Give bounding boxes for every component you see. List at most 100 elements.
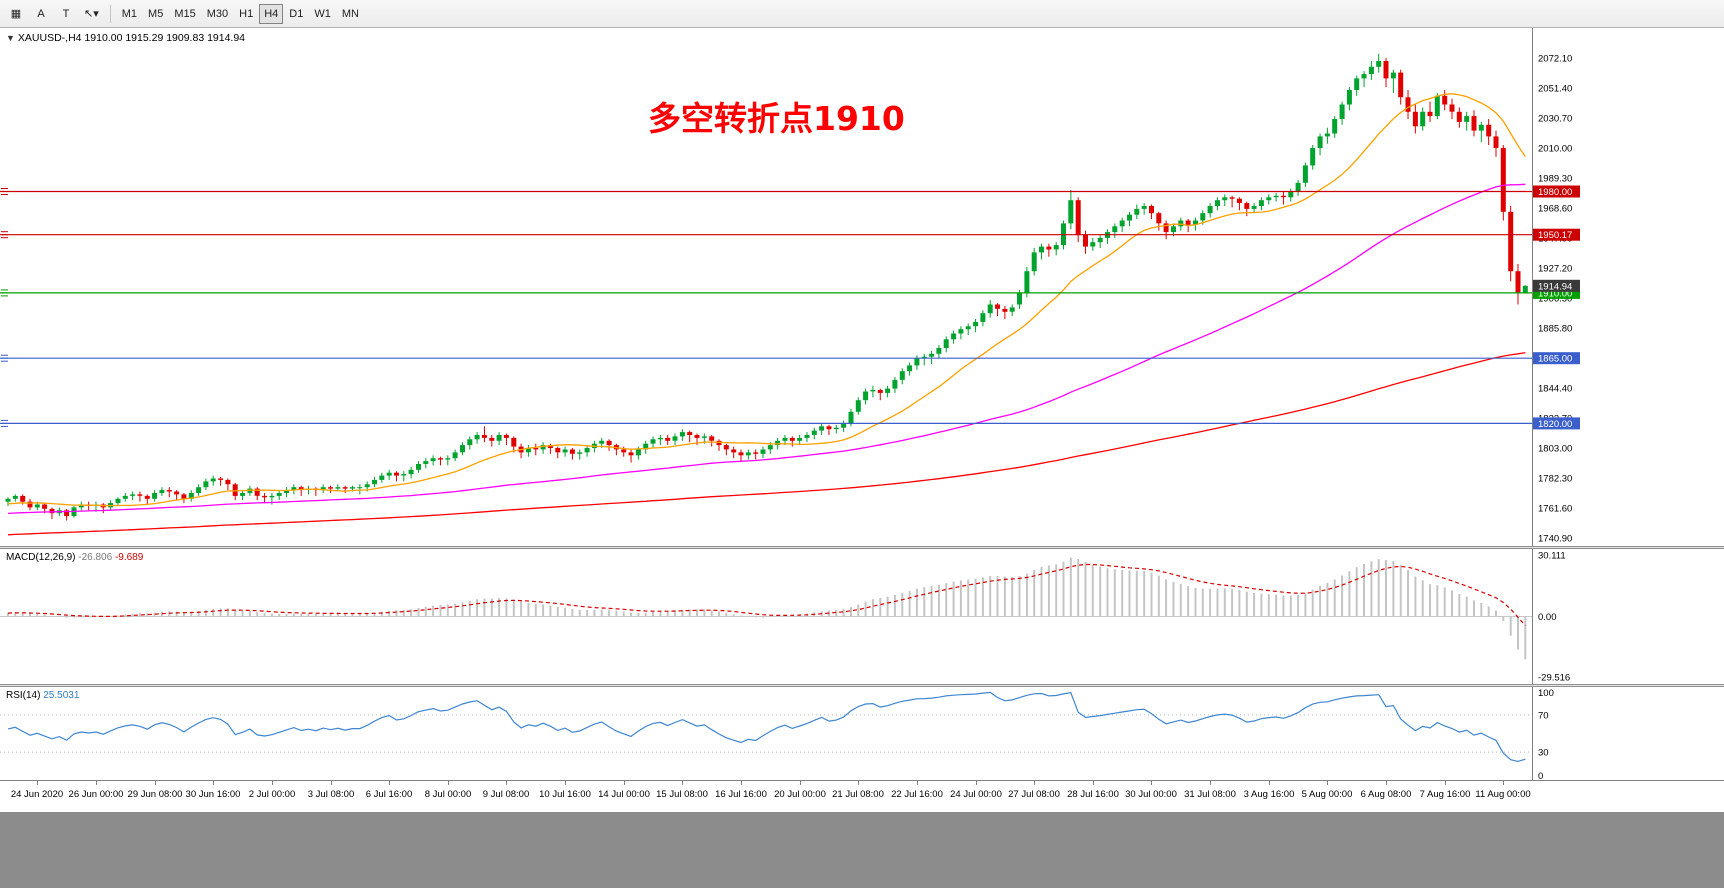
candles-layer (5, 53, 1528, 521)
time-axis-label: 14 Jul 00:00 (598, 789, 650, 800)
time-tick (976, 781, 977, 785)
price-tick-label: 1782.30 (1538, 474, 1572, 485)
rsi-line (7, 691, 1526, 763)
time-axis-label: 8 Jul 00:00 (424, 789, 472, 800)
time-tick (800, 781, 801, 785)
time-tick (37, 781, 38, 785)
ma-slow-line (7, 352, 1526, 536)
time-axis-label: 2 Jul 00:00 (248, 789, 296, 800)
pane-divider[interactable] (0, 684, 1724, 687)
rsi-label: RSI(14) 25.5031 (6, 690, 79, 701)
toolbar-button-charts-grid[interactable]: ▦ (4, 4, 28, 24)
timeframe-button-mn[interactable]: MN (337, 4, 364, 24)
time-tick (1386, 781, 1387, 785)
timeframe-button-d1[interactable]: D1 (284, 4, 308, 24)
timeframe-button-m5[interactable]: M5 (143, 4, 168, 24)
macd-main-value: -26.806 (78, 552, 113, 563)
price-badge-1950.17: 1950.17 (1533, 228, 1580, 241)
ma-medium-line (7, 183, 1526, 515)
main-price-pane: 2072.10 2051.40 2030.70 2010.00 1989.30 1968.… (0, 28, 1724, 546)
time-tick (1327, 781, 1328, 785)
toolbar-separator (109, 4, 111, 23)
drawing-tools-group: ▦ A T ↖▾ (4, 4, 104, 24)
macd-canvas[interactable]: 30.111 0.00 -29.516 (0, 549, 1724, 684)
macd-histogram (7, 557, 1527, 660)
time-axis-label: 10 Jul 16:00 (539, 789, 591, 800)
rsi-axis-label: 70 (1538, 710, 1549, 721)
time-tick (96, 781, 97, 785)
price-badge-1980.00: 1980.00 (1533, 185, 1580, 198)
ma-fast-line (7, 93, 1526, 507)
svg-text:1980.00: 1980.00 (1538, 187, 1572, 198)
time-tick (624, 781, 625, 785)
macd-axis-label: 0.00 (1538, 612, 1557, 623)
timeframe-button-h4[interactable]: H4 (259, 3, 284, 24)
time-tick (155, 781, 156, 785)
svg-text:1910.00: 1910.00 (1538, 288, 1572, 299)
price-tick-label: 1968.60 (1538, 204, 1572, 215)
chart-window: 2072.10 2051.40 2030.70 2010.00 1989.30 1968.… (0, 28, 1724, 812)
rsi-value: 25.5031 (43, 690, 80, 701)
symbol-info: ▼ XAUUSD-,H4 1910.00 1915.29 1909.83 1914… (6, 32, 245, 44)
price-tick-label: 1885.80 (1538, 324, 1572, 335)
rsi-axis-label: 0 (1538, 771, 1543, 780)
rsi-pane: 100 70 30 0 RSI(14) 25.5031 (0, 687, 1724, 780)
price-tick-label: 1803.00 (1538, 444, 1572, 455)
time-axis-label: 9 Jul 08:00 (482, 789, 530, 800)
time-tick (272, 781, 273, 785)
toolbar-button-text-label[interactable]: T (54, 4, 78, 24)
pane-divider[interactable] (0, 546, 1724, 549)
time-axis-label: 30 Jul 00:00 (1125, 789, 1177, 800)
price-tick-label: 1927.20 (1538, 264, 1572, 275)
chart-annotation-text[interactable]: 多空转折点1910 (648, 99, 905, 138)
rsi-canvas[interactable]: 100 70 30 0 (0, 687, 1724, 780)
time-axis-label: 24 Jun 2020 (10, 789, 64, 800)
time-axis-label: 21 Jul 08:00 (832, 789, 884, 800)
time-axis-label: 6 Jul 16:00 (365, 789, 413, 800)
timeframe-button-m30[interactable]: M30 (202, 4, 233, 24)
time-axis-label: 27 Jul 08:00 (1008, 789, 1060, 800)
svg-text:1950.17: 1950.17 (1538, 230, 1572, 241)
time-axis-label: 28 Jul 16:00 (1067, 789, 1119, 800)
timeframe-button-m1[interactable]: M1 (117, 4, 142, 24)
time-tick (331, 781, 332, 785)
macd-pane: 30.111 0.00 -29.516 MACD(12,26,9) -26.806 … (0, 549, 1724, 684)
timeframe-button-m15[interactable]: M15 (169, 4, 200, 24)
time-axis-label: 29 Jun 08:00 (127, 789, 183, 800)
time-tick (682, 781, 683, 785)
macd-axis-label: 30.111 (1538, 550, 1566, 561)
time-tick (506, 781, 507, 785)
time-axis-label: 26 Jun 00:00 (68, 789, 124, 800)
time-tick (1269, 781, 1270, 785)
svg-text:1914.94: 1914.94 (1538, 281, 1572, 292)
toolbar-button-arrow-draw[interactable]: ↖▾ (79, 4, 104, 24)
toolbar: ▦ A T ↖▾ M1 M5 M15 M30 H1 H4 D1 W1 MN (0, 0, 1724, 28)
time-tick (1034, 781, 1035, 785)
time-tick (917, 781, 918, 785)
one-click-trading-expander-icon[interactable]: ▼ (6, 33, 15, 43)
time-tick (448, 781, 449, 785)
time-tick (1093, 781, 1094, 785)
timeframe-button-w1[interactable]: W1 (309, 4, 336, 24)
price-chart-canvas[interactable]: 2072.10 2051.40 2030.70 2010.00 1989.30 1968.… (0, 28, 1724, 546)
time-tick (741, 781, 742, 785)
time-tick (1151, 781, 1152, 785)
time-tick (1503, 781, 1504, 785)
price-badge-1865.00: 1865.00 (1533, 352, 1580, 365)
timeframes-group: M1 M5 M15 M30 H1 H4 D1 W1 MN (117, 3, 364, 24)
timeframe-button-h1[interactable]: H1 (234, 4, 258, 24)
time-tick (1210, 781, 1211, 785)
time-axis-label: 16 Jul 16:00 (715, 789, 767, 800)
time-axis-label: 30 Jun 16:00 (185, 789, 241, 800)
macd-signal-value: -9.689 (114, 552, 144, 563)
price-tick-label: 2010.00 (1538, 144, 1572, 155)
toolbar-button-text-a[interactable]: A (29, 4, 53, 24)
price-tick-label: 1761.60 (1538, 504, 1572, 515)
price-badge-1914.94: 1914.94 (1533, 279, 1580, 292)
macd-title: MACD(12,26,9) (6, 552, 76, 563)
time-tick (565, 781, 566, 785)
svg-text:1865.00: 1865.00 (1538, 354, 1572, 365)
time-axis[interactable]: 24 Jun 2020 26 Jun 00:00 29 Jun 08:00 30 Ju… (0, 780, 1724, 812)
price-tick-label: 2072.10 (1538, 54, 1572, 65)
